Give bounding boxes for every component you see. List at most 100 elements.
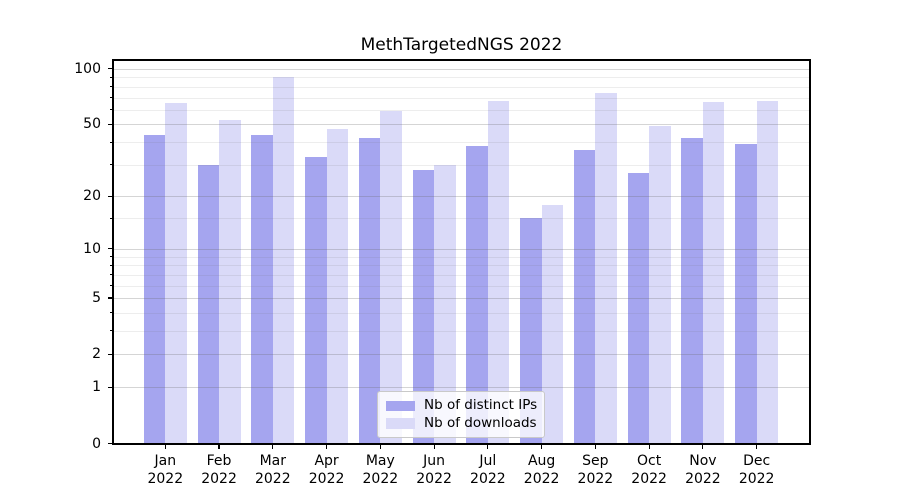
bar-downloads-feb — [219, 119, 241, 444]
y-axis-minor-tick — [110, 96, 113, 98]
x-axis-tick-label-apr: Apr 2022 — [308, 453, 345, 487]
bar-distinct-ips-aug — [520, 218, 542, 444]
x-axis-tick — [164, 444, 166, 449]
bar-distinct-ips-apr — [305, 157, 327, 444]
bar-downloads-jan — [165, 103, 187, 444]
y-axis-tick-label: 0 — [92, 435, 101, 452]
gridline-minor — [113, 86, 810, 88]
bar-downloads-apr — [326, 129, 349, 444]
gridline-major — [113, 68, 810, 70]
gridline-minor — [113, 285, 810, 287]
gridline-minor — [113, 218, 810, 220]
x-axis-tick-label-oct: Oct 2022 — [631, 453, 667, 487]
chart-title: MethTargetedNGS 2022 — [360, 35, 563, 55]
x-axis-tick — [218, 444, 220, 449]
y-axis-tick — [107, 386, 113, 388]
gridline-minor — [113, 265, 810, 267]
x-axis-tick — [487, 444, 489, 449]
y-axis-tick — [107, 123, 113, 125]
y-axis-tick-label: 20 — [83, 188, 101, 205]
legend-item-distinct-ips: Nb of distinct IPs — [386, 397, 538, 415]
bar-distinct-ips-jun — [412, 170, 435, 444]
legend-label-downloads: Nb of downloads — [424, 414, 537, 431]
x-axis-tick-label-jan: Jan 2022 — [147, 453, 184, 487]
axis-spine — [112, 59, 811, 61]
y-axis-tick-label: 1 — [92, 379, 101, 396]
legend-swatch-downloads — [386, 418, 415, 429]
gridline-major — [113, 354, 810, 356]
axis-spine — [112, 443, 811, 445]
x-axis-tick — [379, 444, 381, 449]
y-axis-minor-tick — [110, 141, 113, 143]
bar-distinct-ips-oct — [627, 173, 650, 444]
bar-downloads-aug — [541, 204, 564, 444]
legend: Nb of distinct IPs Nb of downloads — [377, 391, 545, 438]
bar-distinct-ips-may — [358, 138, 381, 444]
y-axis-minor-tick — [110, 274, 113, 276]
axis-spine — [809, 60, 811, 444]
bar-downloads-oct — [649, 125, 671, 444]
x-axis-tick-label-jun: Jun 2022 — [416, 453, 452, 487]
x-axis-tick-label-nov: Nov 2022 — [685, 453, 721, 487]
y-axis-minor-tick — [110, 285, 113, 287]
legend-label-distinct-ips: Nb of distinct IPs — [424, 397, 538, 414]
x-axis-tick-label-dec: Dec 2022 — [738, 453, 775, 487]
x-axis-tick — [433, 444, 435, 449]
y-axis-minor-tick — [110, 264, 113, 266]
y-axis-minor-tick — [110, 256, 113, 258]
x-axis-tick — [594, 444, 596, 449]
x-axis-tick — [325, 444, 328, 449]
legend-item-downloads: Nb of downloads — [386, 414, 537, 433]
gridline-minor — [113, 97, 810, 99]
bar-distinct-ips-mar — [251, 134, 273, 444]
gridline-minor — [113, 312, 810, 314]
y-axis-tick-label: 5 — [92, 290, 101, 307]
bar-distinct-ips-sep — [573, 150, 596, 444]
gridline-major — [113, 387, 810, 389]
gridline-minor — [113, 77, 810, 79]
y-axis-tick-label: 10 — [83, 240, 101, 257]
gridline-minor — [113, 256, 810, 258]
y-axis-tick — [107, 353, 113, 355]
x-axis-tick — [702, 444, 704, 449]
x-axis-tick — [648, 444, 650, 449]
y-axis-minor-tick — [110, 217, 113, 219]
gridline-minor — [113, 330, 810, 332]
y-axis-minor-tick — [110, 109, 113, 111]
gridline-minor — [113, 142, 810, 144]
gridline-major — [113, 298, 810, 300]
bar-downloads-sep — [595, 93, 617, 444]
x-axis-tick-label-jul: Jul 2022 — [470, 453, 506, 487]
y-axis-tick-label: 50 — [83, 116, 101, 133]
y-axis-minor-tick — [110, 312, 113, 314]
axis-spine — [112, 60, 114, 444]
y-axis-minor-tick — [110, 330, 113, 332]
bar-distinct-ips-jul — [466, 146, 488, 444]
bar-downloads-jul — [487, 101, 510, 444]
gridline-major — [113, 196, 810, 198]
gridline-major — [113, 124, 810, 126]
bar-distinct-ips-dec — [735, 144, 757, 444]
bar-distinct-ips-nov — [681, 138, 703, 444]
y-axis-minor-tick — [110, 86, 113, 88]
bar-downloads-dec — [756, 101, 779, 444]
y-axis-tick — [107, 195, 113, 197]
y-axis-tick — [107, 68, 113, 70]
bar-downloads-mar — [272, 77, 295, 444]
gridline-minor — [113, 109, 810, 111]
bar-downloads-jun — [434, 164, 456, 444]
gridline-minor — [113, 274, 810, 276]
y-axis-tick — [107, 248, 113, 250]
y-axis-minor-tick — [110, 76, 113, 78]
x-axis-tick — [272, 444, 274, 449]
bar-distinct-ips-feb — [197, 164, 220, 444]
bar-downloads-may — [380, 111, 402, 444]
y-axis-tick — [107, 442, 113, 445]
bar-distinct-ips-jan — [143, 134, 166, 444]
legend-swatch-distinct-ips — [386, 400, 415, 411]
x-axis-tick-label-may: May 2022 — [362, 453, 399, 487]
x-axis-tick-label-feb: Feb 2022 — [201, 453, 237, 487]
x-axis-tick — [541, 444, 543, 449]
gridline-major — [113, 248, 810, 250]
